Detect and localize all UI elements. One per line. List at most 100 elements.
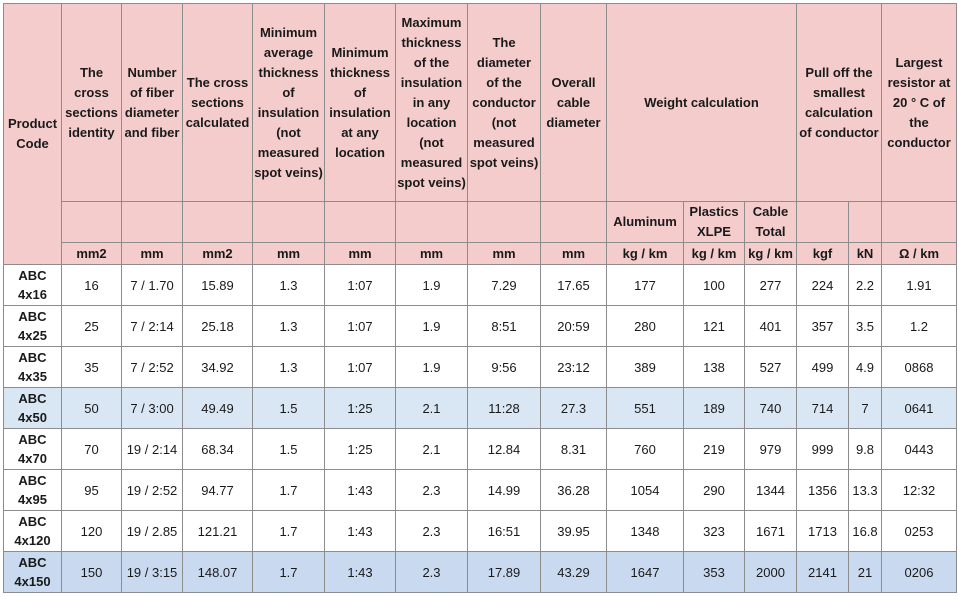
table-cell: 0206 bbox=[881, 551, 957, 593]
header-plastics-xlpe: Plastics XLPE bbox=[683, 201, 745, 243]
product-code-prefix: ABC bbox=[18, 268, 47, 283]
units-row: mm2 mm mm2 mm mm mm mm mm kg / km kg / km kg / km k… bbox=[4, 242, 957, 265]
header-product-code: Product Code bbox=[3, 3, 62, 265]
table-cell: 1.7 bbox=[252, 551, 325, 593]
table-cell: 290 bbox=[683, 469, 745, 511]
table-cell: 1.3 bbox=[252, 305, 325, 347]
table-cell: 1356 bbox=[796, 469, 849, 511]
table-cell: 17.65 bbox=[540, 264, 607, 306]
table-cell: 2.2 bbox=[848, 264, 882, 306]
product-code-size: 4x70 bbox=[18, 451, 47, 466]
product-code-size: 4x25 bbox=[18, 328, 47, 343]
table-cell: 1348 bbox=[606, 510, 684, 552]
table-cell: 19 / 2:52 bbox=[121, 469, 183, 511]
table-cell: 12.84 bbox=[467, 428, 541, 470]
header-blank bbox=[324, 201, 396, 243]
table-cell: 2.1 bbox=[395, 387, 468, 429]
header-blank bbox=[121, 201, 183, 243]
product-code-prefix: ABC bbox=[18, 473, 47, 488]
product-code-size: 4x150 bbox=[14, 574, 51, 589]
table-row: ABC 4x95 95 19 / 2:52 94.77 1.7 1:43 2.3 14.99 36… bbox=[3, 469, 957, 511]
table-cell: 357 bbox=[796, 305, 849, 347]
table-row: ABC 4x50 50 7 / 3:00 49.49 1.5 1:25 2.1 11:28 27.… bbox=[3, 387, 957, 429]
table-cell: 43.29 bbox=[540, 551, 607, 593]
table-cell: 34.92 bbox=[182, 346, 253, 388]
table-cell: 7 / 2:52 bbox=[121, 346, 183, 388]
unit-cell: mm bbox=[467, 242, 541, 265]
header-blank bbox=[395, 201, 468, 243]
table-cell: 714 bbox=[796, 387, 849, 429]
table-body: ABC 4x16 16 7 / 1.70 15.89 1.3 1:07 1.9 7.29 17.6… bbox=[3, 264, 957, 593]
unit-cell: kg / km bbox=[606, 242, 684, 265]
table-cell: 19 / 2:14 bbox=[121, 428, 183, 470]
table-cell: 8:51 bbox=[467, 305, 541, 347]
table-cell: 17.89 bbox=[467, 551, 541, 593]
table-cell: 16.8 bbox=[848, 510, 882, 552]
header-blank bbox=[467, 201, 541, 243]
table-cell: 1:07 bbox=[324, 305, 396, 347]
product-code-prefix: ABC bbox=[18, 514, 47, 529]
table-cell: 8.31 bbox=[540, 428, 607, 470]
product-code-prefix: ABC bbox=[18, 350, 47, 365]
product-code-cell: ABC 4x150 bbox=[3, 551, 62, 593]
table-cell: 1054 bbox=[606, 469, 684, 511]
header-pull-off: Pull off the smallest calculation of con… bbox=[796, 3, 882, 202]
table-cell: 7 / 1.70 bbox=[121, 264, 183, 306]
table-cell: 27.3 bbox=[540, 387, 607, 429]
table-cell: 1.3 bbox=[252, 264, 325, 306]
table-cell: 14.99 bbox=[467, 469, 541, 511]
unit-cell: mm bbox=[252, 242, 325, 265]
table-cell: 95 bbox=[61, 469, 122, 511]
table-cell: 527 bbox=[744, 346, 797, 388]
header-min-insulation-any: Minimum thickness of insulation at any l… bbox=[324, 3, 396, 202]
table-cell: 7 / 3:00 bbox=[121, 387, 183, 429]
table-cell: 0443 bbox=[881, 428, 957, 470]
table-cell: 401 bbox=[744, 305, 797, 347]
table-cell: 19 / 3:15 bbox=[121, 551, 183, 593]
table-cell: 36.28 bbox=[540, 469, 607, 511]
table-cell: 7 / 2:14 bbox=[121, 305, 183, 347]
table-row: ABC 4x150 150 19 / 3:15 148.07 1.7 1:43 2.3 17.8… bbox=[3, 551, 957, 593]
table-cell: 1:07 bbox=[324, 264, 396, 306]
table-row: ABC 4x120 120 19 / 2.85 121.21 1.7 1:43 2.3 16:5… bbox=[3, 510, 957, 552]
table-cell: 7.29 bbox=[467, 264, 541, 306]
table-cell: 1.9 bbox=[395, 305, 468, 347]
table-cell: 499 bbox=[796, 346, 849, 388]
table-cell: 1.5 bbox=[252, 428, 325, 470]
product-code-cell: ABC 4x50 bbox=[3, 387, 62, 429]
table-cell: 1.7 bbox=[252, 469, 325, 511]
table-cell: 1.7 bbox=[252, 510, 325, 552]
product-code-prefix: ABC bbox=[18, 391, 47, 406]
header-aluminum: Aluminum bbox=[606, 201, 684, 243]
unit-cell: mm2 bbox=[61, 242, 122, 265]
table-cell: 2.3 bbox=[395, 510, 468, 552]
table-cell: 94.77 bbox=[182, 469, 253, 511]
product-code-prefix: ABC bbox=[18, 432, 47, 447]
header-blank bbox=[796, 201, 849, 243]
header-min-avg-insulation: Minimum average thickness of insulation … bbox=[252, 3, 325, 202]
table-cell: 15.89 bbox=[182, 264, 253, 306]
table-row: ABC 4x35 35 7 / 2:52 34.92 1.3 1:07 1.9 9:56 23:1… bbox=[3, 346, 957, 388]
product-code-cell: ABC 4x95 bbox=[3, 469, 62, 511]
unit-cell: Ω / km bbox=[881, 242, 957, 265]
table-cell: 12:32 bbox=[881, 469, 957, 511]
product-code-prefix: ABC bbox=[18, 309, 47, 324]
table-cell: 1647 bbox=[606, 551, 684, 593]
table-cell: 2000 bbox=[744, 551, 797, 593]
header-cross-section-identity: The cross sections identity bbox=[61, 3, 122, 202]
table-header: Product Code The cross sections identity… bbox=[3, 3, 957, 265]
table-row: ABC 4x70 70 19 / 2:14 68.34 1.5 1:25 2.1 12.84 8.… bbox=[3, 428, 957, 470]
header-blank bbox=[182, 201, 253, 243]
table-cell: 277 bbox=[744, 264, 797, 306]
table-cell: 39.95 bbox=[540, 510, 607, 552]
table-cell: 177 bbox=[606, 264, 684, 306]
header-blank bbox=[61, 201, 122, 243]
unit-cell: kg / km bbox=[744, 242, 797, 265]
table-cell: 50 bbox=[61, 387, 122, 429]
product-code-cell: ABC 4x70 bbox=[3, 428, 62, 470]
table-cell: 23:12 bbox=[540, 346, 607, 388]
table-cell: 1.2 bbox=[881, 305, 957, 347]
header-blank bbox=[252, 201, 325, 243]
header-overall-diameter: Overall cable diameter bbox=[540, 3, 607, 202]
table-row: ABC 4x25 25 7 / 2:14 25.18 1.3 1:07 1.9 8:51 20:5… bbox=[3, 305, 957, 347]
